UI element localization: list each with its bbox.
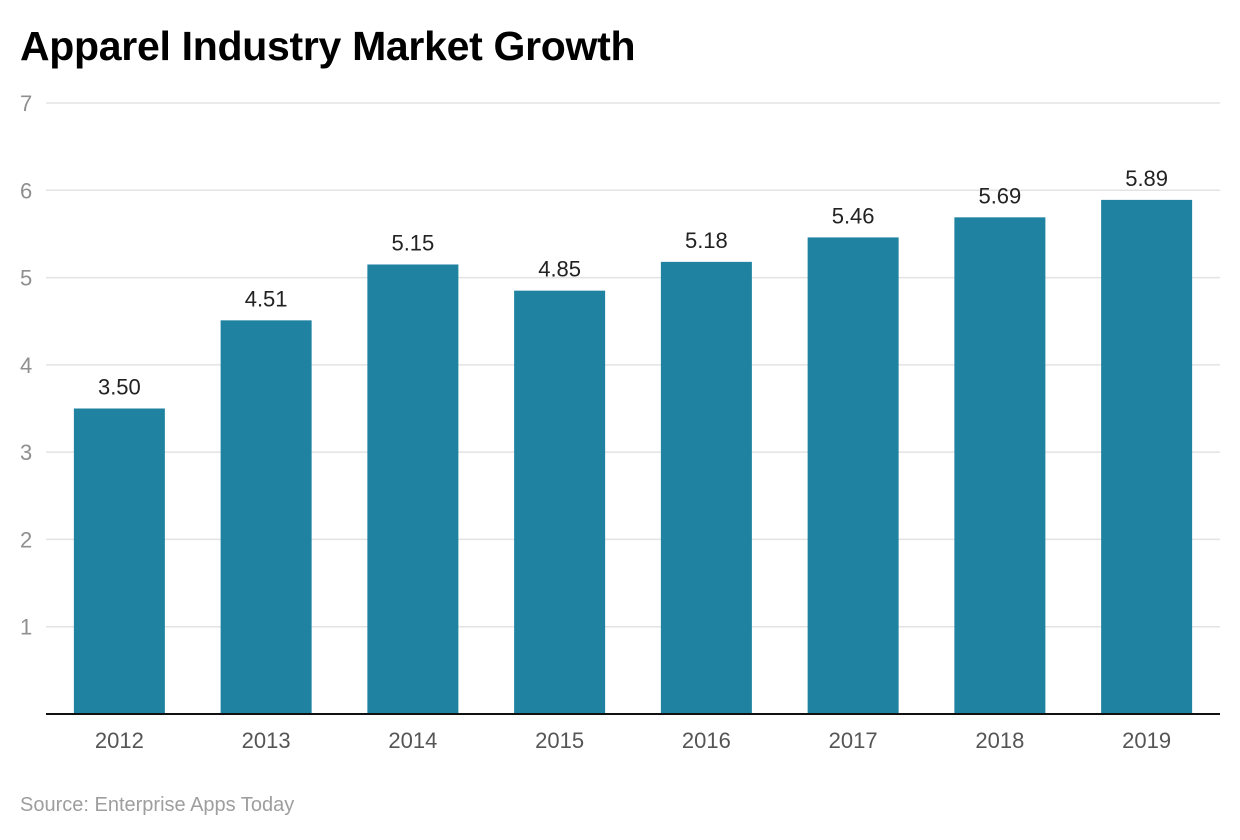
- y-tick-label: 7: [20, 91, 32, 116]
- data-label: 5.18: [685, 228, 728, 253]
- y-tick-label: 1: [20, 615, 32, 640]
- y-tick-label: 6: [20, 178, 32, 203]
- data-label: 5.69: [978, 183, 1021, 208]
- x-tick-label: 2013: [242, 728, 291, 753]
- x-tick-label: 2017: [829, 728, 878, 753]
- bar-2013: [220, 320, 312, 714]
- bar-2015: [514, 290, 606, 714]
- data-label: 5.15: [391, 230, 434, 255]
- y-axis-ticks: 1 2 3 4 5 6 7: [20, 91, 32, 640]
- x-tick-label: 2014: [388, 728, 437, 753]
- bar-2019: [1101, 199, 1193, 714]
- data-labels: 3.50 4.51 5.15 4.85 5.18 5.46 5.69 5.89: [98, 166, 1168, 400]
- x-tick-label: 2018: [975, 728, 1024, 753]
- bar-2018: [954, 217, 1046, 714]
- x-axis-ticks: 2012 2013 2014 2015 2016 2017 2018 2019: [95, 728, 1171, 753]
- x-tick-label: 2016: [682, 728, 731, 753]
- bar-2014: [367, 264, 459, 714]
- chart-title: Apparel Industry Market Growth: [20, 23, 636, 69]
- x-tick-label: 2012: [95, 728, 144, 753]
- y-tick-label: 3: [20, 440, 32, 465]
- source-note: Source: Enterprise Apps Today: [20, 794, 295, 816]
- y-tick-label: 4: [20, 353, 32, 378]
- data-label: 4.85: [538, 257, 581, 282]
- bars: [73, 199, 1193, 715]
- y-tick-label: 5: [20, 266, 32, 291]
- x-tick-label: 2015: [535, 728, 584, 753]
- y-tick-label: 2: [20, 527, 32, 552]
- x-tick-label: 2019: [1122, 728, 1171, 753]
- data-label: 5.89: [1125, 166, 1168, 191]
- data-label: 3.50: [98, 375, 141, 400]
- bar-2017: [807, 237, 899, 715]
- bar-2012: [73, 408, 165, 714]
- data-label: 4.51: [245, 286, 288, 311]
- data-label: 5.46: [832, 203, 875, 228]
- bar-2016: [660, 261, 752, 714]
